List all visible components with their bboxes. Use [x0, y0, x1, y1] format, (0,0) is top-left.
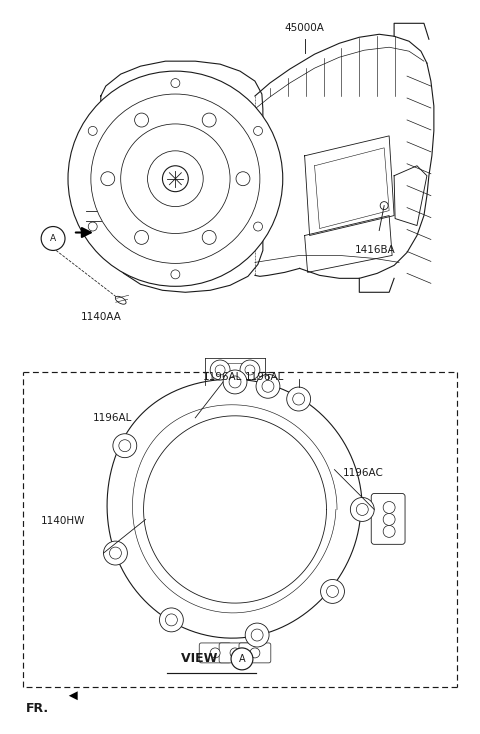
Circle shape	[202, 230, 216, 244]
Circle shape	[41, 227, 65, 250]
Circle shape	[256, 374, 280, 399]
Circle shape	[68, 71, 283, 286]
Circle shape	[321, 579, 345, 603]
Text: A: A	[239, 654, 245, 664]
Circle shape	[113, 434, 137, 458]
Circle shape	[230, 648, 240, 658]
Circle shape	[159, 608, 183, 632]
Circle shape	[245, 623, 269, 647]
Circle shape	[293, 393, 305, 405]
Circle shape	[120, 124, 230, 233]
Circle shape	[326, 586, 338, 597]
Text: 1196AL: 1196AL	[203, 372, 242, 382]
Circle shape	[171, 79, 180, 87]
FancyBboxPatch shape	[219, 643, 251, 663]
Circle shape	[251, 629, 263, 641]
Text: 1196AL: 1196AL	[93, 413, 132, 423]
Text: VIEW: VIEW	[181, 653, 222, 666]
Circle shape	[231, 648, 253, 670]
Circle shape	[101, 172, 115, 186]
Text: FR.: FR.	[26, 702, 49, 715]
Circle shape	[383, 514, 395, 526]
Text: 45000A: 45000A	[285, 23, 324, 33]
Circle shape	[253, 222, 263, 231]
Circle shape	[236, 172, 250, 186]
Circle shape	[223, 370, 247, 394]
Text: 1140AA: 1140AA	[81, 312, 122, 322]
Circle shape	[162, 166, 188, 192]
FancyBboxPatch shape	[239, 643, 271, 663]
Circle shape	[88, 126, 97, 135]
Circle shape	[383, 501, 395, 514]
Circle shape	[91, 94, 260, 264]
Circle shape	[215, 365, 225, 375]
Circle shape	[88, 222, 97, 231]
Circle shape	[109, 547, 121, 559]
Text: 1196AC: 1196AC	[342, 468, 383, 478]
Circle shape	[104, 541, 127, 565]
Circle shape	[253, 126, 263, 135]
Text: 1416BA: 1416BA	[354, 245, 395, 255]
Ellipse shape	[115, 297, 126, 304]
Circle shape	[166, 614, 178, 626]
Circle shape	[245, 365, 255, 375]
Circle shape	[134, 113, 148, 127]
Circle shape	[350, 498, 374, 521]
Circle shape	[171, 270, 180, 279]
FancyBboxPatch shape	[371, 493, 405, 545]
Circle shape	[134, 230, 148, 244]
Circle shape	[250, 648, 260, 658]
Circle shape	[147, 150, 203, 206]
Text: 1140HW: 1140HW	[41, 517, 85, 526]
Circle shape	[356, 504, 368, 515]
Circle shape	[210, 360, 230, 380]
Circle shape	[380, 202, 388, 210]
Circle shape	[240, 360, 260, 380]
Circle shape	[229, 376, 241, 388]
Circle shape	[202, 113, 216, 127]
Circle shape	[210, 648, 220, 658]
Circle shape	[119, 440, 131, 451]
Text: 1196AL: 1196AL	[245, 372, 285, 382]
Circle shape	[383, 526, 395, 537]
Circle shape	[287, 387, 311, 411]
FancyBboxPatch shape	[199, 643, 231, 663]
Circle shape	[262, 380, 274, 392]
Text: A: A	[50, 234, 56, 243]
